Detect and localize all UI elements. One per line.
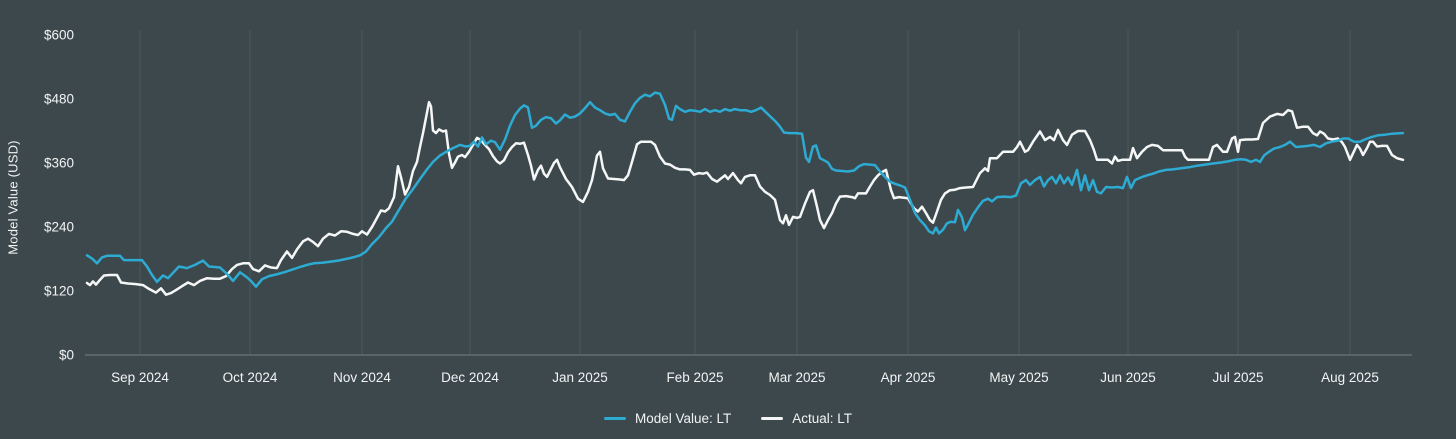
x-axis-labels: Sep 2024 Oct 2024 Nov 2024 Dec 2024 Jan 2025…	[111, 370, 1379, 385]
y-axis-title: Model Value (USD)	[5, 140, 21, 255]
x-tick-label: May 2025	[989, 370, 1048, 385]
x-tick-label: Dec 2024	[441, 370, 499, 385]
legend-item-actual[interactable]: Actual: LT	[761, 411, 852, 426]
legend-swatch-actual-icon	[761, 417, 784, 420]
x-tick-label: Apr 2025	[881, 370, 936, 385]
series-line-actual-lt	[85, 100, 1405, 296]
x-tick-label: Sep 2024	[111, 370, 169, 385]
y-tick-label: $120	[44, 284, 74, 299]
legend-label-actual: Actual: LT	[792, 411, 853, 426]
x-tick-label: Jul 2025	[1212, 370, 1263, 385]
x-tick-label: Jun 2025	[1100, 370, 1156, 385]
y-tick-label: $0	[59, 348, 74, 363]
y-axis-labels: $600 $480 $360 $240 $120 $0	[44, 28, 74, 363]
legend: Model Value: LT Actual: LT	[0, 411, 1456, 426]
legend-swatch-model-value-icon	[603, 417, 626, 420]
y-tick-label: $360	[44, 156, 74, 171]
x-tick-label: Aug 2025	[1321, 370, 1379, 385]
legend-label-model-value: Model Value: LT	[634, 411, 732, 426]
x-tick-label: Oct 2024	[223, 370, 278, 385]
y-tick-label: $600	[44, 28, 74, 43]
x-tick-label: Feb 2025	[666, 370, 723, 385]
x-tick-label: Nov 2024	[333, 370, 391, 385]
y-tick-label: $480	[44, 92, 74, 107]
x-tick-label: Jan 2025	[552, 370, 608, 385]
legend-item-model-value[interactable]: Model Value: LT	[603, 411, 732, 426]
series-line-model-value-lt	[85, 91, 1405, 288]
y-tick-label: $240	[44, 220, 74, 235]
x-tick-label: Mar 2025	[768, 370, 825, 385]
gridlines	[139, 30, 1351, 355]
